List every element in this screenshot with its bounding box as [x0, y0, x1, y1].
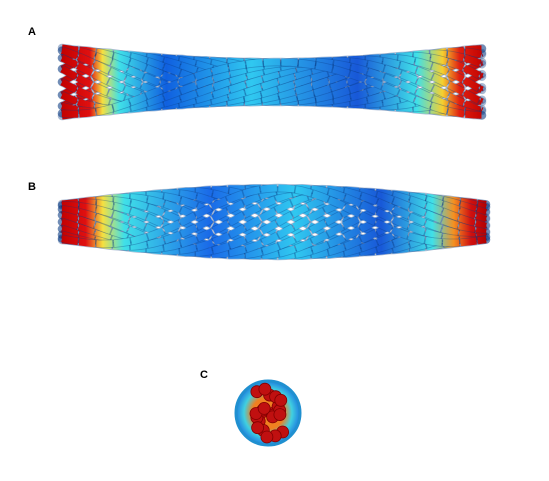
strand	[60, 184, 487, 251]
strand-end	[274, 393, 288, 407]
strand	[61, 184, 487, 248]
strand-end	[251, 421, 265, 435]
strand	[61, 190, 488, 258]
panel-label: B	[28, 181, 36, 193]
bundle	[57, 43, 487, 121]
bundle-end-view	[234, 379, 302, 447]
strand-end	[258, 382, 272, 396]
strand-end	[257, 401, 271, 415]
panel-label: A	[28, 26, 36, 38]
strand	[61, 58, 482, 119]
strand	[60, 52, 484, 108]
strand	[60, 47, 484, 107]
strand-end	[260, 430, 274, 444]
bundle	[57, 183, 491, 261]
panel-label: C	[200, 369, 208, 381]
strand-end	[273, 408, 287, 422]
